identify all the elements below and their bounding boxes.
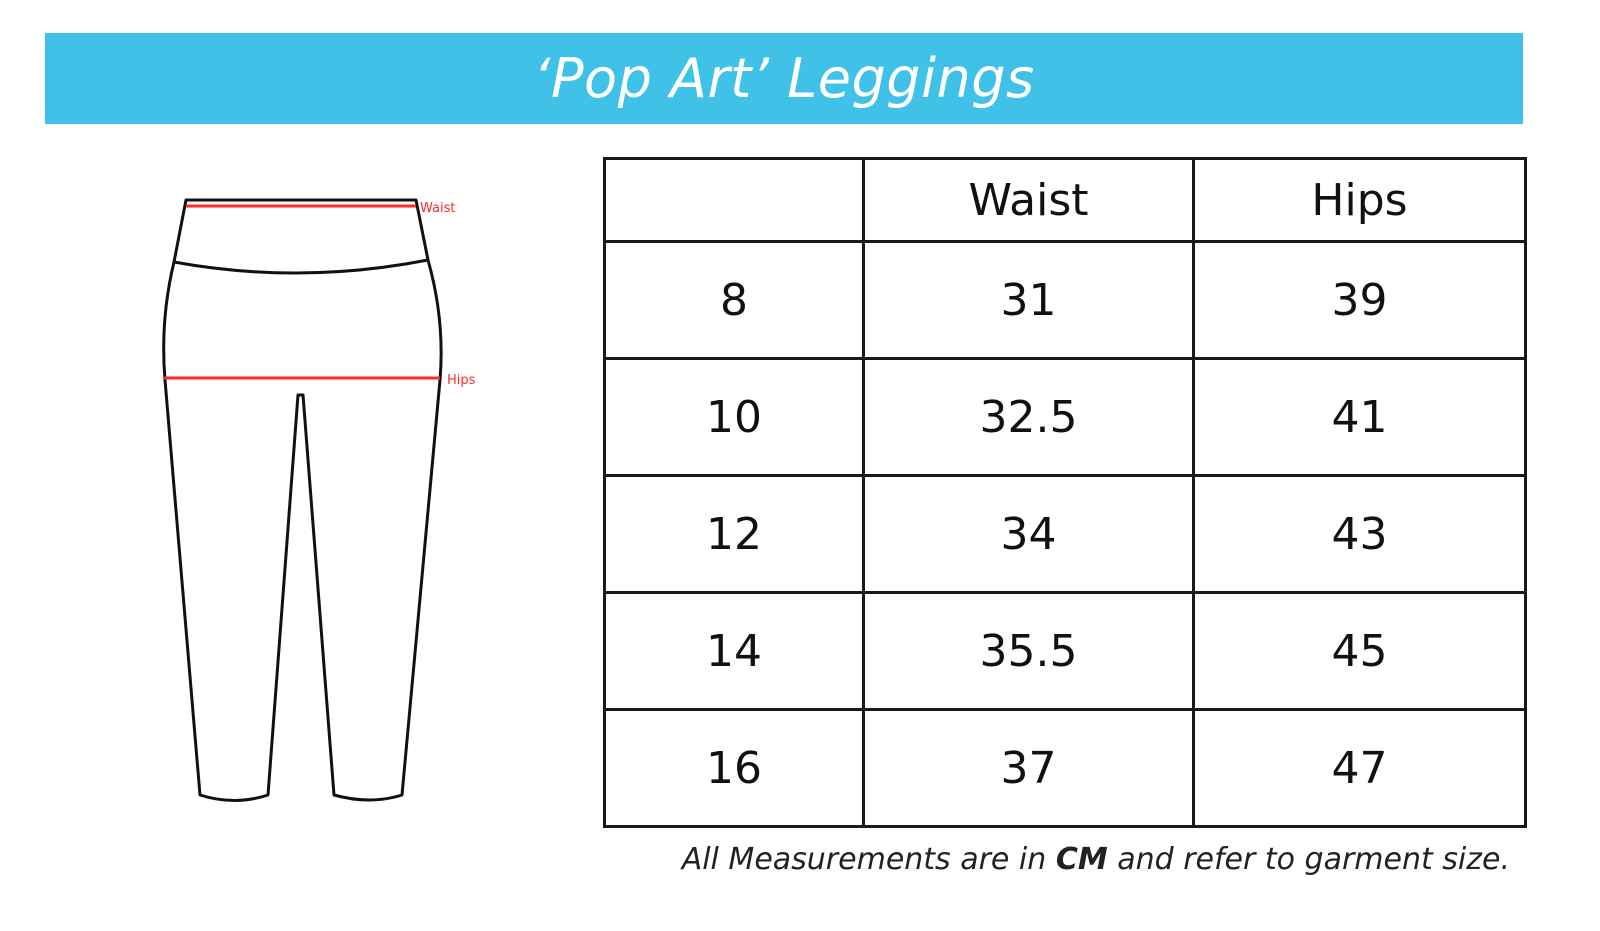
measurement-note: All Measurements are in CM and refer to …	[630, 842, 1510, 877]
hips-label: Hips	[447, 373, 476, 388]
hips-cell: 43	[1192, 474, 1527, 594]
hips-cell: 45	[1192, 591, 1527, 711]
waistband-line	[173, 258, 429, 275]
title-banner: ‘Pop Art’ Leggings	[45, 33, 1523, 124]
table-row: 14 35.5 45	[603, 591, 1527, 711]
hips-cell: 47	[1192, 708, 1527, 828]
hips-cell: 39	[1192, 240, 1527, 360]
size-cell: 12	[603, 474, 865, 594]
header-waist: Waist	[862, 157, 1195, 243]
waist-label: Waist	[420, 201, 455, 216]
leggings-outline	[162, 198, 443, 802]
leggings-diagram: Waist Hips	[162, 198, 476, 802]
waist-cell: 34	[862, 474, 1195, 594]
waist-cell: 35.5	[862, 591, 1195, 711]
table-row: 10 32.5 41	[603, 357, 1527, 477]
note-text: All Measurements are in	[681, 842, 1056, 877]
size-cell: 10	[603, 357, 865, 477]
table-header-row: Waist Hips	[603, 157, 1527, 243]
hips-cell: 41	[1192, 357, 1527, 477]
waist-cell: 37	[862, 708, 1195, 828]
size-cell: 8	[603, 240, 865, 360]
table-row: 16 37 47	[603, 708, 1527, 828]
note-unit: CM	[1055, 842, 1108, 877]
table-row: 8 31 39	[603, 240, 1527, 360]
header-hips: Hips	[1192, 157, 1527, 243]
page-title: ‘Pop Art’ Leggings	[533, 47, 1035, 110]
size-cell: 16	[603, 708, 865, 828]
waist-cell: 32.5	[862, 357, 1195, 477]
size-chart-table: Waist Hips 8 31 39 10 32.5 41 12 34 43 1…	[603, 157, 1527, 828]
table-row: 12 34 43	[603, 474, 1527, 594]
header-size	[603, 157, 865, 243]
note-text-end: and refer to garment size.	[1107, 842, 1510, 877]
size-cell: 14	[603, 591, 865, 711]
waist-cell: 31	[862, 240, 1195, 360]
